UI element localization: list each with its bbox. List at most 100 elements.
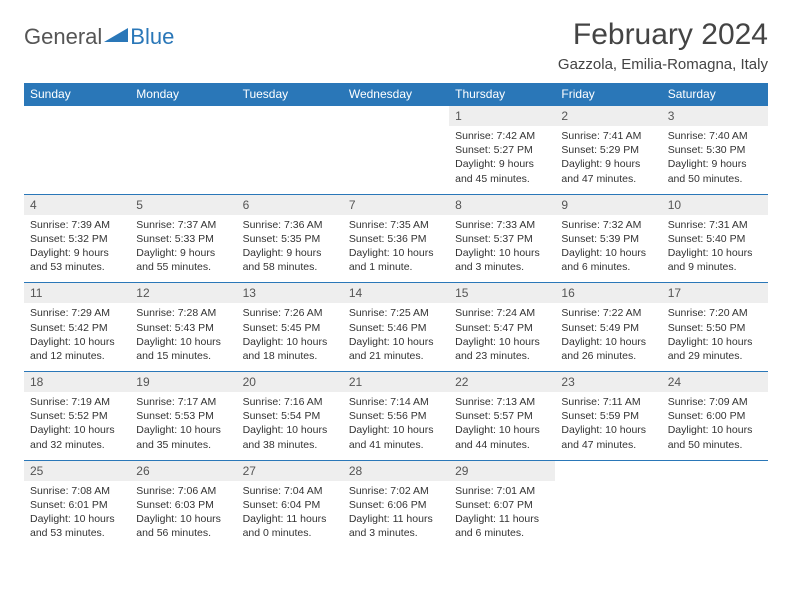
day-number-cell bbox=[130, 106, 236, 127]
day-detail-cell: Sunrise: 7:29 AMSunset: 5:42 PMDaylight:… bbox=[24, 303, 130, 371]
day-number-cell: 24 bbox=[662, 372, 768, 393]
week-detail-row: Sunrise: 7:08 AMSunset: 6:01 PM Daylight:… bbox=[24, 481, 768, 549]
sunset-text: Sunset: 5:59 PM bbox=[561, 409, 655, 423]
day-detail-cell: Sunrise: 7:04 AMSunset: 6:04 PMDaylight:… bbox=[237, 481, 343, 549]
day-number-cell bbox=[343, 106, 449, 127]
sunset-text: Sunset: 5:46 PM bbox=[349, 321, 443, 335]
sunrise-text: Sunrise: 7:24 AM bbox=[455, 306, 549, 320]
day-number-cell: 9 bbox=[555, 194, 661, 215]
daylight-text: Daylight: 10 hours and 9 minutes. bbox=[668, 246, 762, 274]
day-number-cell: 2 bbox=[555, 106, 661, 127]
sunrise-text: Sunrise: 7:37 AM bbox=[136, 218, 230, 232]
title-block: February 2024 Gazzola, Emilia-Romagna, I… bbox=[558, 18, 768, 73]
daylight-text: Daylight: 10 hours and 38 minutes. bbox=[243, 423, 337, 451]
day-detail-cell: Sunrise: 7:16 AMSunset: 5:54 PMDaylight:… bbox=[237, 392, 343, 460]
sunset-text: Sunset: 5:35 PM bbox=[243, 232, 337, 246]
logo-text-general: General bbox=[24, 24, 102, 50]
daylight-text: Daylight: 10 hours and 32 minutes. bbox=[30, 423, 124, 451]
daylight-text: Daylight: 10 hours and 41 minutes. bbox=[349, 423, 443, 451]
sunset-text: Sunset: 6:04 PM bbox=[243, 498, 337, 512]
day-detail-cell bbox=[237, 126, 343, 194]
day-number-cell: 20 bbox=[237, 372, 343, 393]
day-detail-cell bbox=[555, 481, 661, 549]
sunrise-text: Sunrise: 7:11 AM bbox=[561, 395, 655, 409]
day-detail-cell: Sunrise: 7:39 AMSunset: 5:32 PMDaylight:… bbox=[24, 215, 130, 283]
day-number-cell: 13 bbox=[237, 283, 343, 304]
sunrise-text: Sunrise: 7:29 AM bbox=[30, 306, 124, 320]
sunrise-text: Sunrise: 7:33 AM bbox=[455, 218, 549, 232]
sunset-text: Sunset: 5:32 PM bbox=[30, 232, 124, 246]
sunset-text: Sunset: 5:37 PM bbox=[455, 232, 549, 246]
daylight-text: Daylight: 9 hours and 55 minutes. bbox=[136, 246, 230, 274]
sunset-text: Sunset: 6:07 PM bbox=[455, 498, 549, 512]
week-detail-row: Sunrise: 7:19 AMSunset: 5:52 PMDaylight:… bbox=[24, 392, 768, 460]
day-header-row: Sunday Monday Tuesday Wednesday Thursday… bbox=[24, 83, 768, 106]
sunrise-text: Sunrise: 7:20 AM bbox=[668, 306, 762, 320]
week-detail-row: Sunrise: 7:42 AMSunset: 5:27 PM Daylight:… bbox=[24, 126, 768, 194]
sunrise-text: Sunrise: 7:32 AM bbox=[561, 218, 655, 232]
day-number-cell: 8 bbox=[449, 194, 555, 215]
daylight-text: Daylight: 9 hours and 50 minutes. bbox=[668, 157, 762, 185]
day-number-cell: 26 bbox=[130, 460, 236, 481]
day-number-cell: 28 bbox=[343, 460, 449, 481]
day-number-cell: 27 bbox=[237, 460, 343, 481]
day-number-cell: 6 bbox=[237, 194, 343, 215]
day-number-cell: 1 bbox=[449, 106, 555, 127]
daylight-text: Daylight: 10 hours and 15 minutes. bbox=[136, 335, 230, 363]
day-detail-cell: Sunrise: 7:41 AMSunset: 5:29 PMDaylight:… bbox=[555, 126, 661, 194]
daylight-text: Daylight: 9 hours and 53 minutes. bbox=[30, 246, 124, 274]
day-detail-cell: Sunrise: 7:08 AMSunset: 6:01 PMDaylight:… bbox=[24, 481, 130, 549]
day-detail-cell: Sunrise: 7:02 AMSunset: 6:06 PMDaylight:… bbox=[343, 481, 449, 549]
day-detail-cell: Sunrise: 7:32 AMSunset: 5:39 PMDaylight:… bbox=[555, 215, 661, 283]
day-number-cell: 5 bbox=[130, 194, 236, 215]
header: General Blue February 2024 Gazzola, Emil… bbox=[24, 18, 768, 73]
daylight-text: Daylight: 10 hours and 12 minutes. bbox=[30, 335, 124, 363]
day-number-cell: 18 bbox=[24, 372, 130, 393]
sunset-text: Sunset: 5:40 PM bbox=[668, 232, 762, 246]
week-number-row: 2526272829 bbox=[24, 460, 768, 481]
day-detail-cell: Sunrise: 7:25 AMSunset: 5:46 PMDaylight:… bbox=[343, 303, 449, 371]
day-detail-cell: Sunrise: 7:17 AMSunset: 5:53 PMDaylight:… bbox=[130, 392, 236, 460]
sunrise-text: Sunrise: 7:08 AM bbox=[30, 484, 124, 498]
sunset-text: Sunset: 5:30 PM bbox=[668, 143, 762, 157]
day-header: Sunday bbox=[24, 83, 130, 106]
sunrise-text: Sunrise: 7:02 AM bbox=[349, 484, 443, 498]
daylight-text: Daylight: 10 hours and 18 minutes. bbox=[243, 335, 337, 363]
day-number-cell: 7 bbox=[343, 194, 449, 215]
day-detail-cell: Sunrise: 7:22 AMSunset: 5:49 PMDaylight:… bbox=[555, 303, 661, 371]
day-number-cell bbox=[662, 460, 768, 481]
daylight-text: Daylight: 9 hours and 47 minutes. bbox=[561, 157, 655, 185]
sunset-text: Sunset: 5:27 PM bbox=[455, 143, 549, 157]
day-number-cell: 15 bbox=[449, 283, 555, 304]
sunrise-text: Sunrise: 7:14 AM bbox=[349, 395, 443, 409]
week-number-row: 11121314151617 bbox=[24, 283, 768, 304]
location: Gazzola, Emilia-Romagna, Italy bbox=[558, 56, 768, 73]
sunset-text: Sunset: 5:49 PM bbox=[561, 321, 655, 335]
daylight-text: Daylight: 9 hours and 58 minutes. bbox=[243, 246, 337, 274]
sunrise-text: Sunrise: 7:36 AM bbox=[243, 218, 337, 232]
logo-text-blue: Blue bbox=[130, 24, 174, 50]
daylight-text: Daylight: 10 hours and 26 minutes. bbox=[561, 335, 655, 363]
day-number-cell: 16 bbox=[555, 283, 661, 304]
sunset-text: Sunset: 6:01 PM bbox=[30, 498, 124, 512]
logo-triangle-icon bbox=[104, 26, 128, 49]
day-header: Thursday bbox=[449, 83, 555, 106]
daylight-text: Daylight: 11 hours and 3 minutes. bbox=[349, 512, 443, 540]
daylight-text: Daylight: 11 hours and 0 minutes. bbox=[243, 512, 337, 540]
daylight-text: Daylight: 10 hours and 35 minutes. bbox=[136, 423, 230, 451]
calendar-table: Sunday Monday Tuesday Wednesday Thursday… bbox=[24, 83, 768, 548]
sunrise-text: Sunrise: 7:09 AM bbox=[668, 395, 762, 409]
day-header: Friday bbox=[555, 83, 661, 106]
day-detail-cell: Sunrise: 7:33 AMSunset: 5:37 PMDaylight:… bbox=[449, 215, 555, 283]
week-detail-row: Sunrise: 7:29 AMSunset: 5:42 PMDaylight:… bbox=[24, 303, 768, 371]
sunrise-text: Sunrise: 7:42 AM bbox=[455, 129, 549, 143]
day-number-cell: 11 bbox=[24, 283, 130, 304]
day-number-cell: 22 bbox=[449, 372, 555, 393]
sunset-text: Sunset: 5:43 PM bbox=[136, 321, 230, 335]
day-number-cell: 12 bbox=[130, 283, 236, 304]
sunrise-text: Sunrise: 7:22 AM bbox=[561, 306, 655, 320]
week-number-row: 18192021222324 bbox=[24, 372, 768, 393]
day-number-cell bbox=[237, 106, 343, 127]
day-detail-cell: Sunrise: 7:37 AMSunset: 5:33 PMDaylight:… bbox=[130, 215, 236, 283]
sunrise-text: Sunrise: 7:06 AM bbox=[136, 484, 230, 498]
